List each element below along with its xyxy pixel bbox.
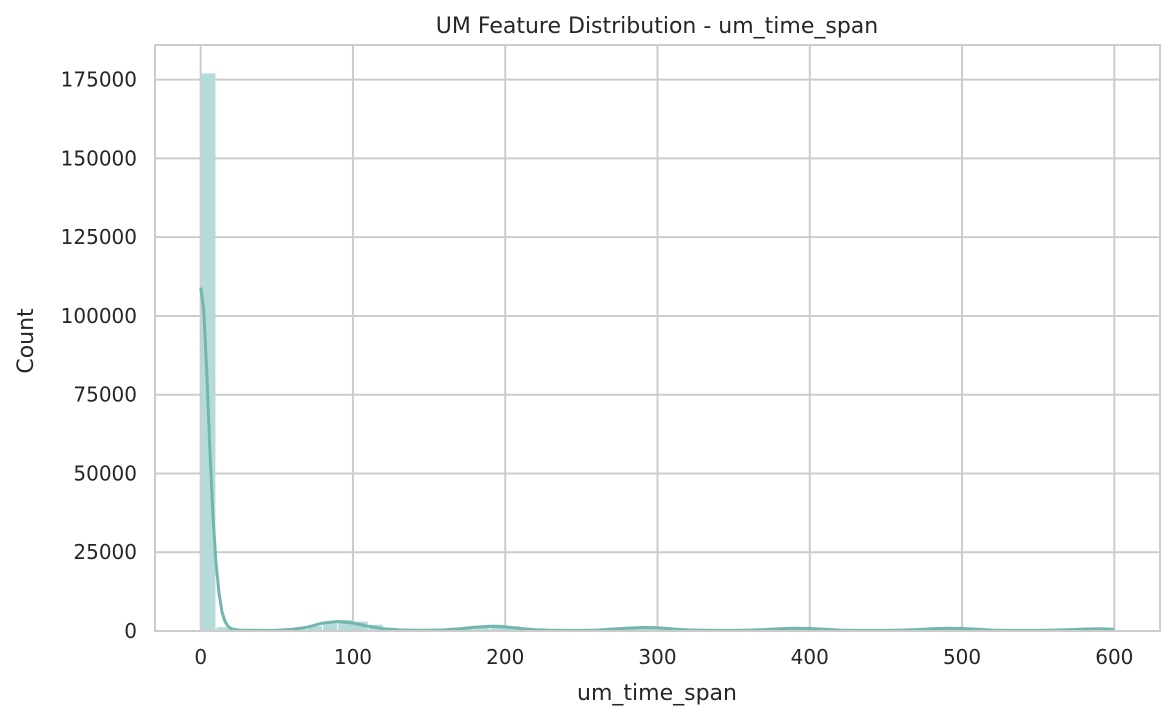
- histogram-bar: [323, 621, 338, 631]
- axes-spines: [154, 44, 1161, 632]
- plot-frame: [154, 44, 1161, 632]
- y-axis-label: Count: [14, 308, 39, 374]
- histogram-bar: [338, 619, 353, 631]
- chart-title: UM Feature Distribution - um_time_span: [436, 14, 878, 39]
- grid-lines: [155, 45, 1160, 632]
- x-tick-label: 500: [943, 645, 981, 669]
- y-tick-label: 150000: [61, 146, 137, 170]
- y-tick-labels: 0 25000 50000 75000 100000 125000 150000 175000: [61, 68, 137, 643]
- y-tick-label: 75000: [73, 383, 137, 407]
- histogram-bar: [292, 628, 307, 631]
- x-tick-label: 0: [194, 645, 207, 669]
- histogram-bar: [201, 73, 216, 631]
- histogram-bar: [216, 627, 231, 631]
- x-tick-labels: 0 100 200 300 400 500 600: [194, 645, 1133, 669]
- histogram-bar: [460, 628, 475, 631]
- y-tick-label: 0: [124, 619, 137, 643]
- y-tick-label: 100000: [61, 304, 137, 328]
- y-tick-label: 125000: [61, 225, 137, 249]
- x-tick-label: 300: [638, 645, 676, 669]
- x-tick-label: 600: [1095, 645, 1133, 669]
- histogram-bar: [307, 626, 322, 631]
- y-tick-label: 50000: [73, 461, 137, 485]
- x-tick-label: 400: [791, 645, 829, 669]
- histogram-bar: [353, 621, 368, 631]
- x-axis-label: um_time_span: [577, 681, 737, 706]
- y-tick-label: 25000: [73, 540, 137, 564]
- y-tick-label: 175000: [61, 68, 137, 92]
- x-tick-label: 100: [334, 645, 372, 669]
- x-tick-label: 200: [486, 645, 524, 669]
- histogram-bar: [475, 626, 490, 631]
